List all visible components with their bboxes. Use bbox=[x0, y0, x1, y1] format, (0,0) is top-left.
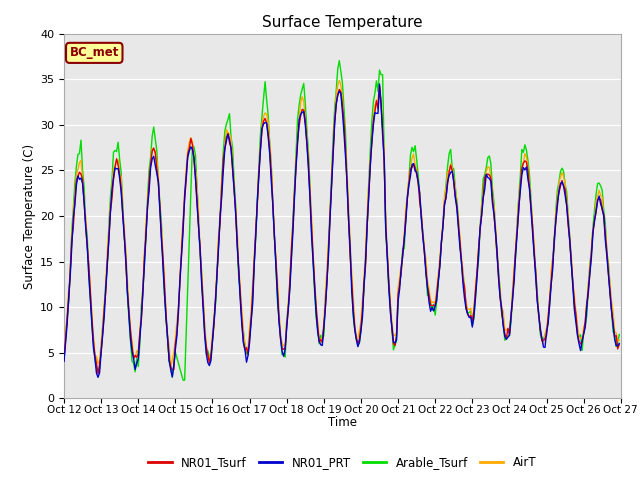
Arable_Tsurf bbox=[246, 334, 253, 340]
Text: BC_met: BC_met bbox=[70, 47, 119, 60]
AirT bbox=[167, 365, 175, 371]
Legend: NR01_Tsurf, NR01_PRT, Arable_Tsurf, AirT: NR01_Tsurf, NR01_PRT, Arable_Tsurf, AirT bbox=[143, 452, 541, 474]
NR01_PRT bbox=[130, 356, 138, 361]
Y-axis label: Surface Temperature (C): Surface Temperature (C) bbox=[23, 144, 36, 288]
NR01_PRT bbox=[616, 341, 623, 347]
Line: Arable_Tsurf: Arable_Tsurf bbox=[64, 60, 620, 380]
NR01_Tsurf bbox=[246, 335, 253, 340]
NR01_Tsurf bbox=[227, 144, 235, 150]
Title: Surface Temperature: Surface Temperature bbox=[262, 15, 422, 30]
Arable_Tsurf bbox=[616, 332, 623, 337]
AirT bbox=[616, 337, 623, 343]
NR01_PRT bbox=[227, 146, 235, 152]
Arable_Tsurf bbox=[179, 377, 187, 383]
AirT bbox=[588, 247, 595, 252]
Arable_Tsurf bbox=[227, 134, 235, 140]
Arable_Tsurf bbox=[255, 164, 263, 169]
NR01_Tsurf bbox=[255, 170, 263, 176]
Arable_Tsurf bbox=[335, 58, 343, 63]
NR01_PRT bbox=[246, 339, 253, 345]
NR01_Tsurf bbox=[94, 371, 102, 376]
AirT bbox=[255, 165, 263, 170]
Line: NR01_Tsurf: NR01_Tsurf bbox=[64, 86, 620, 373]
NR01_PRT bbox=[255, 172, 263, 178]
AirT bbox=[227, 135, 235, 141]
NR01_PRT bbox=[94, 374, 102, 380]
Arable_Tsurf bbox=[305, 148, 312, 154]
NR01_Tsurf bbox=[60, 358, 68, 363]
AirT bbox=[335, 77, 343, 83]
AirT bbox=[305, 156, 312, 161]
NR01_PRT bbox=[60, 359, 68, 364]
NR01_Tsurf bbox=[305, 159, 312, 165]
AirT bbox=[128, 338, 136, 344]
Arable_Tsurf bbox=[60, 351, 68, 357]
Arable_Tsurf bbox=[128, 359, 136, 364]
NR01_Tsurf bbox=[616, 341, 623, 347]
AirT bbox=[246, 324, 253, 330]
NR01_PRT bbox=[376, 81, 383, 87]
Line: AirT: AirT bbox=[64, 80, 620, 368]
Line: NR01_PRT: NR01_PRT bbox=[64, 84, 620, 377]
NR01_Tsurf bbox=[130, 356, 138, 361]
NR01_PRT bbox=[305, 165, 312, 170]
Arable_Tsurf bbox=[588, 247, 595, 253]
NR01_Tsurf bbox=[376, 83, 383, 89]
X-axis label: Time: Time bbox=[328, 416, 357, 429]
NR01_Tsurf bbox=[588, 250, 595, 256]
NR01_PRT bbox=[588, 254, 595, 260]
AirT bbox=[60, 349, 68, 355]
